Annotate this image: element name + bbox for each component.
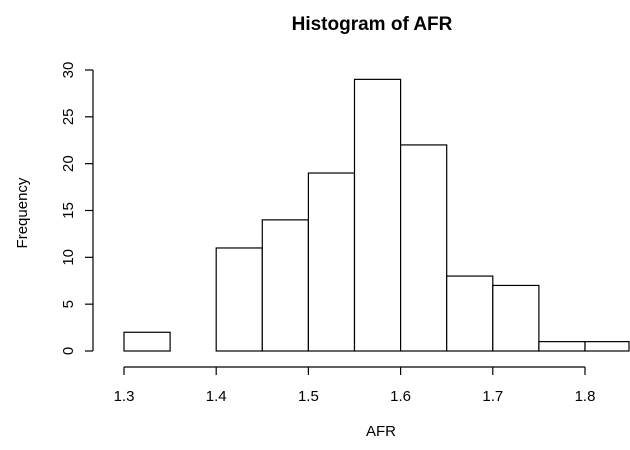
y-tick-label: 25 — [60, 108, 77, 125]
histogram-bar — [261, 219, 309, 352]
histogram-bar — [215, 247, 263, 352]
x-tick-label: 1.5 — [298, 388, 319, 405]
histogram-bar — [446, 275, 494, 352]
x-tick-label: 1.4 — [206, 388, 227, 405]
y-tick-label: 20 — [60, 155, 77, 172]
histogram-bar — [123, 331, 171, 352]
histogram-bar — [307, 172, 356, 352]
x-axis: 1.3 1.4 1.5 1.6 1.7 1.8 — [114, 366, 596, 405]
histogram-bar — [538, 341, 586, 352]
histogram-bar — [584, 341, 630, 352]
x-axis-label: AFR — [366, 423, 396, 440]
y-tick-label: 0 — [60, 347, 77, 355]
x-tick-label: 1.3 — [114, 388, 135, 405]
histogram-bars — [123, 78, 630, 352]
y-tick-label: 15 — [60, 202, 77, 219]
x-tick-label: 1.8 — [575, 388, 596, 405]
y-tick-label: 5 — [60, 300, 77, 308]
y-axis-label: Frequency — [14, 177, 31, 248]
y-axis: 0 5 10 15 20 25 30 — [60, 62, 94, 355]
x-tick-label: 1.7 — [482, 388, 503, 405]
x-tick-label: 1.6 — [390, 388, 411, 405]
y-tick-label: 30 — [60, 62, 77, 79]
y-tick-label: 10 — [60, 249, 77, 266]
histogram-bar — [492, 284, 540, 352]
histogram-bar — [400, 144, 448, 352]
histogram-bar — [353, 78, 402, 352]
chart-title: Histogram of AFR — [292, 14, 453, 35]
